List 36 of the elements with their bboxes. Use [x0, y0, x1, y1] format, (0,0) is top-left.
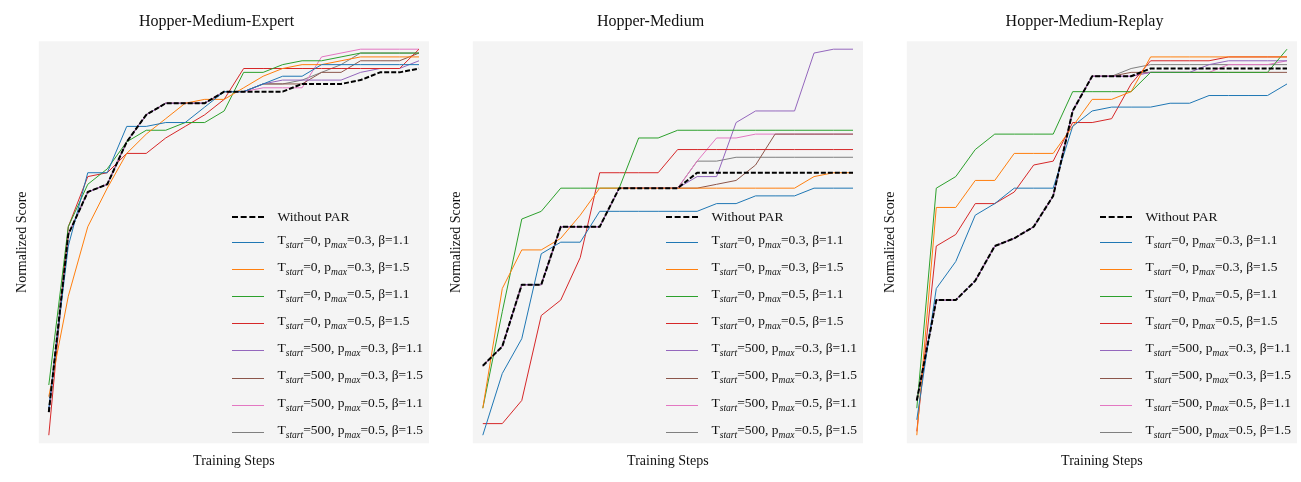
y-axis-title: Normalized Score: [448, 191, 464, 293]
legend-label: T$_{start}$=500, p$_{max}$=0.5, β=1.5: [711, 420, 857, 442]
legend-label: T$_{start}$=0, p$_{max}$=0.3, β=1.5: [277, 257, 410, 279]
legend-label: T$_{start}$=500, p$_{max}$=0.3, β=1.5: [1145, 366, 1291, 388]
chart-title: Hopper-Medium-Replay: [1005, 11, 1164, 30]
legend-label: T$_{start}$=500, p$_{max}$=0.3, β=1.1: [1145, 339, 1291, 360]
legend-label: T$_{start}$=500, p$_{max}$=0.5, β=1.1: [1145, 393, 1291, 415]
legend-label: Without PAR: [711, 208, 784, 226]
legend-label: T$_{start}$=0, p$_{max}$=0.3, β=1.1: [277, 230, 410, 252]
legend-label: T$_{start}$=0, p$_{max}$=0.3, β=1.5: [1145, 257, 1278, 279]
legend-label: Without PAR: [277, 208, 350, 226]
legend-label: T$_{start}$=0, p$_{max}$=0.5, β=1.1: [277, 284, 410, 306]
x-axis-title: Training Steps: [1061, 453, 1143, 469]
legend-label: T$_{start}$=500, p$_{max}$=0.3, β=1.5: [277, 366, 423, 388]
legend-label: Without PAR: [1145, 208, 1218, 226]
legend-label: T$_{start}$=500, p$_{max}$=0.3, β=1.1: [711, 339, 857, 360]
x-axis-title: Training Steps: [193, 453, 275, 469]
x-axis-title: Training Steps: [627, 453, 709, 469]
legend-label: T$_{start}$=500, p$_{max}$=0.5, β=1.1: [711, 393, 857, 415]
legend-label: T$_{start}$=0, p$_{max}$=0.5, β=1.1: [711, 284, 844, 306]
chart-title: Hopper-Medium: [596, 11, 705, 30]
legend-label: T$_{start}$=500, p$_{max}$=0.5, β=1.5: [277, 420, 423, 442]
legend-label: T$_{start}$=500, p$_{max}$=0.3, β=1.5: [711, 366, 857, 388]
y-axis-title: Normalized Score: [882, 191, 898, 293]
chart-title: Hopper-Medium-Expert: [138, 11, 295, 30]
legend-label: T$_{start}$=0, p$_{max}$=0.5, β=1.5: [1145, 312, 1278, 333]
legend-label: T$_{start}$=0, p$_{max}$=0.3, β=1.1: [711, 230, 844, 252]
legend-label: T$_{start}$=0, p$_{max}$=0.3, β=1.5: [711, 257, 844, 279]
legend-label: T$_{start}$=0, p$_{max}$=0.5, β=1.5: [277, 312, 410, 333]
legend-label: T$_{start}$=0, p$_{max}$=0.5, β=1.1: [1145, 284, 1278, 306]
legend-label: T$_{start}$=0, p$_{max}$=0.5, β=1.5: [711, 312, 844, 333]
legend-label: T$_{start}$=500, p$_{max}$=0.5, β=1.1: [277, 393, 423, 415]
legend-label: T$_{start}$=0, p$_{max}$=0.3, β=1.1: [1145, 230, 1278, 252]
y-axis-title: Normalized Score: [14, 191, 30, 293]
legend-label: T$_{start}$=500, p$_{max}$=0.5, β=1.5: [1145, 420, 1291, 442]
legend-label: T$_{start}$=500, p$_{max}$=0.3, β=1.1: [277, 339, 423, 360]
